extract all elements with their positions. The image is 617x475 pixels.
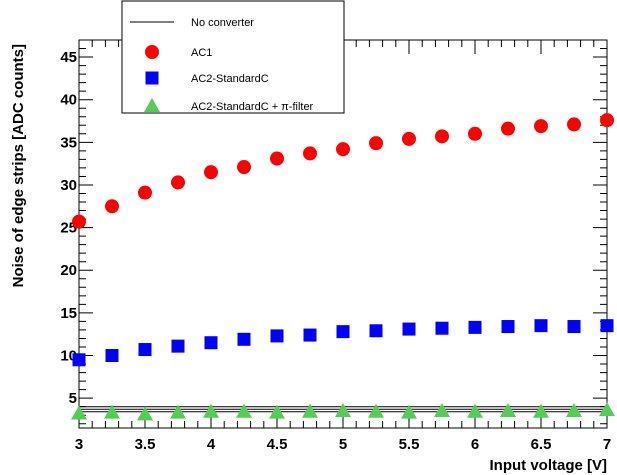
legend-item: AC2-StandardC + π-filter [144, 98, 314, 113]
data-point [303, 328, 317, 342]
legend-box [121, 0, 345, 114]
legend-label: AC2-StandardC + π-filter [191, 101, 314, 113]
data-point [402, 322, 416, 336]
data-point [302, 403, 318, 418]
data-point [269, 404, 285, 419]
y-tick-label: 30 [60, 177, 77, 194]
data-point [468, 320, 482, 334]
series-3 [71, 402, 615, 421]
legend-item: No converter [130, 17, 254, 29]
x-axis-title: Input voltage [V] [490, 457, 608, 474]
y-tick-label: 5 [69, 390, 77, 407]
y-tick-label: 20 [60, 262, 77, 279]
data-point [533, 403, 549, 418]
data-point [104, 404, 120, 419]
x-tick-label: 5 [339, 436, 347, 453]
x-tick-label: 6.5 [531, 436, 552, 453]
legend-square-swatch [145, 71, 159, 85]
x-tick-label: 3 [75, 436, 83, 453]
legend-item: AC2-StandardC [145, 71, 269, 85]
data-point [600, 113, 614, 128]
data-point [270, 329, 284, 343]
legend-circle-swatch [145, 45, 159, 59]
data-point [401, 404, 417, 419]
x-tick-labels: 3 3.5 4 4.5 5 5.5 6 6.5 7 [75, 436, 611, 453]
data-point [138, 343, 152, 357]
data-point [468, 126, 482, 141]
data-point [137, 406, 153, 421]
x-tick-label: 4.5 [267, 436, 288, 453]
data-point [203, 403, 219, 418]
data-point [237, 160, 251, 175]
data-point [369, 136, 383, 151]
data-point [500, 402, 516, 417]
data-point [72, 353, 86, 367]
x-tick-label: 6 [471, 436, 479, 453]
legend-label: AC1 [191, 47, 212, 59]
x-tick-label: 7 [603, 436, 611, 453]
y-axis-title: Noise of edge strips [ADC counts] [10, 44, 27, 287]
data-point [369, 324, 383, 338]
data-point [105, 199, 119, 214]
data-point [105, 349, 119, 363]
series-1 [72, 113, 614, 229]
legend: No converter AC1 AC2-StandardC AC2-Standard… [121, 0, 345, 114]
data-point [567, 117, 581, 132]
data-point [270, 151, 284, 166]
legend-item: AC1 [145, 45, 212, 59]
data-point [534, 119, 548, 134]
data-point [534, 319, 548, 333]
data-point [402, 131, 416, 146]
data-point [138, 185, 152, 200]
data-point [336, 325, 350, 339]
legend-label: AC2-StandardC [191, 73, 269, 85]
data-point [566, 402, 582, 417]
data-point [368, 403, 384, 418]
y-tick-label: 45 [60, 49, 77, 66]
data-series [71, 113, 615, 421]
data-point [171, 175, 185, 190]
data-point [236, 403, 252, 418]
data-point [303, 146, 317, 161]
legend-label: No converter [191, 17, 254, 29]
series-2 [72, 319, 614, 367]
data-point [467, 403, 483, 418]
y-tick-label: 15 [60, 305, 77, 322]
data-point [171, 339, 185, 353]
data-point [434, 402, 450, 417]
data-point [335, 402, 351, 417]
data-point [599, 402, 615, 417]
data-point [72, 214, 86, 229]
legend-triangle-swatch [144, 98, 160, 112]
data-point [567, 320, 581, 334]
y-tick-label: 35 [60, 134, 77, 151]
data-point [336, 142, 350, 157]
data-point [237, 332, 251, 346]
data-point [501, 121, 515, 136]
data-point [600, 319, 614, 333]
data-point [204, 165, 218, 180]
data-point [71, 405, 87, 420]
data-point [435, 321, 449, 335]
x-tick-label: 4 [207, 436, 216, 453]
x-tick-label: 5.5 [399, 436, 420, 453]
y-tick-label: 40 [60, 92, 77, 109]
data-point [170, 404, 186, 419]
data-point [501, 320, 515, 334]
data-point [204, 336, 218, 350]
data-point [435, 129, 449, 144]
x-tick-label: 3.5 [135, 436, 156, 453]
